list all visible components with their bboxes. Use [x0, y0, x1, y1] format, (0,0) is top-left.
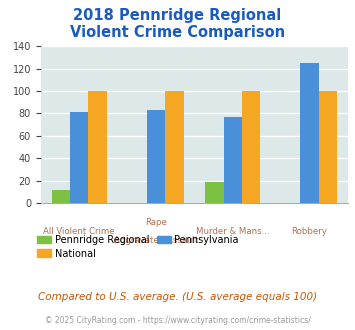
- Legend: Pennridge Regional, National, Pennsylvania: Pennridge Regional, National, Pennsylvan…: [33, 231, 243, 263]
- Bar: [51, 189, 70, 203]
- Text: Aggravated Assault: Aggravated Assault: [114, 236, 198, 245]
- Bar: [88, 91, 107, 203]
- Text: Rape: Rape: [145, 218, 167, 227]
- Bar: [300, 63, 319, 203]
- Bar: [147, 110, 165, 203]
- Bar: [242, 91, 260, 203]
- Bar: [205, 182, 224, 203]
- Bar: [319, 91, 337, 203]
- Bar: [224, 117, 242, 203]
- Bar: [70, 112, 88, 203]
- Text: 2018 Pennridge Regional: 2018 Pennridge Regional: [73, 8, 282, 23]
- Text: Murder & Mans...: Murder & Mans...: [196, 227, 269, 236]
- Text: Violent Crime Comparison: Violent Crime Comparison: [70, 25, 285, 40]
- Text: © 2025 CityRating.com - https://www.cityrating.com/crime-statistics/: © 2025 CityRating.com - https://www.city…: [45, 316, 310, 325]
- Text: Compared to U.S. average. (U.S. average equals 100): Compared to U.S. average. (U.S. average …: [38, 292, 317, 302]
- Text: Robbery: Robbery: [291, 227, 327, 236]
- Text: All Violent Crime: All Violent Crime: [43, 227, 115, 236]
- Bar: [165, 91, 184, 203]
